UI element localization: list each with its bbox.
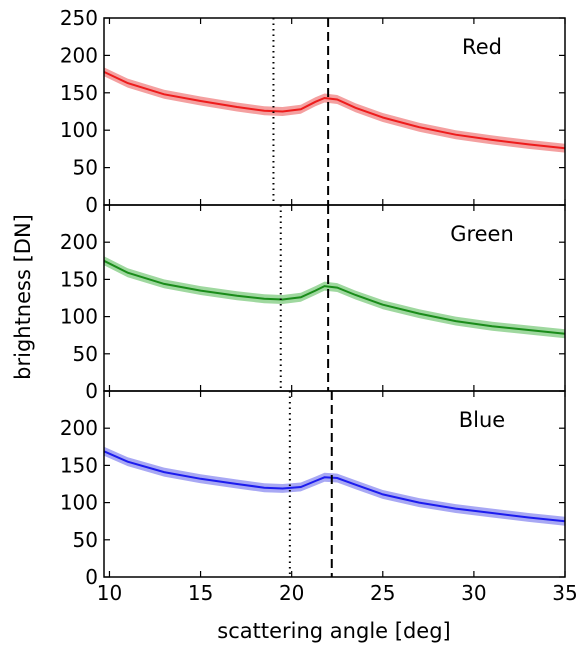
x-axis-label: scattering angle [deg] bbox=[217, 619, 450, 643]
x-tick-label: 30 bbox=[461, 581, 486, 605]
y-tick-label: 200 bbox=[60, 230, 98, 254]
y-tick-label: 50 bbox=[73, 342, 98, 366]
y-tick-label: 200 bbox=[60, 416, 98, 440]
y-tick-label: 100 bbox=[60, 491, 98, 515]
y-tick-label: 150 bbox=[60, 267, 98, 291]
y-tick-label: 50 bbox=[73, 156, 98, 180]
x-tick-label: 10 bbox=[97, 581, 122, 605]
x-tick-label: 15 bbox=[188, 581, 213, 605]
panel-red: 0 50 100 150 200 250 Red bbox=[60, 6, 565, 217]
y-tick-label: 0 bbox=[85, 193, 98, 217]
panel-label: Green bbox=[450, 222, 514, 246]
panel-label: Red bbox=[462, 35, 502, 59]
x-tick-label: 25 bbox=[370, 581, 395, 605]
y-tick-label: 150 bbox=[60, 81, 98, 105]
y-axis-label: brightness [DN] bbox=[11, 214, 35, 380]
y-tick-label: 250 bbox=[60, 6, 98, 30]
y-tick-label: 50 bbox=[73, 528, 98, 552]
y-tick-label: 100 bbox=[60, 305, 98, 329]
y-tick-label: 150 bbox=[60, 453, 98, 477]
x-tick-label: 35 bbox=[552, 581, 577, 605]
y-tick-label: 200 bbox=[60, 43, 98, 67]
y-tick-label: 0 bbox=[85, 379, 98, 403]
panel-label: Blue bbox=[459, 408, 505, 432]
panel-green: 0 50 100 150 200 Green bbox=[60, 205, 565, 403]
y-tick-label: 100 bbox=[60, 118, 98, 142]
x-tick-label: 20 bbox=[279, 581, 304, 605]
